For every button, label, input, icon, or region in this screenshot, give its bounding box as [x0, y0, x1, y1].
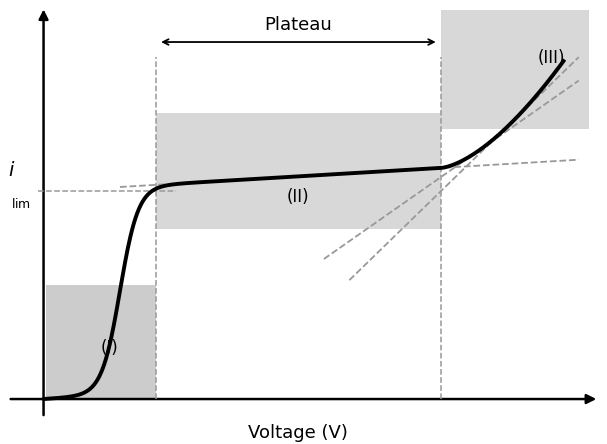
Bar: [441, 10, 589, 129]
Text: Voltage (V): Voltage (V): [248, 424, 348, 442]
Text: (II): (II): [287, 188, 310, 206]
Text: $i$: $i$: [8, 161, 16, 180]
Bar: [46, 285, 155, 399]
Text: Plateau: Plateau: [265, 16, 332, 35]
Text: (III): (III): [538, 49, 566, 67]
Text: $\mathrm{lim}$: $\mathrm{lim}$: [11, 197, 31, 211]
Bar: [155, 113, 441, 229]
Text: (I): (I): [101, 339, 119, 357]
